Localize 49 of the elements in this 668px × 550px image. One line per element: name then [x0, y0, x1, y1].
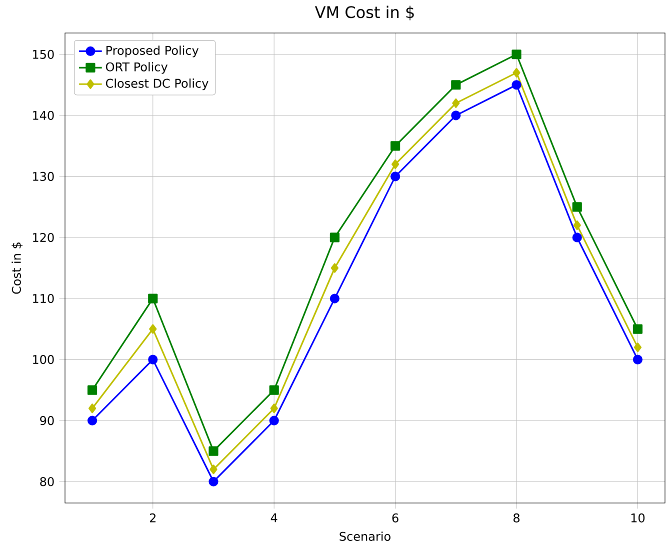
point — [88, 404, 96, 414]
legend-label: Proposed Policy — [106, 46, 199, 58]
point — [632, 324, 643, 334]
point — [512, 80, 522, 90]
x-axis-title: Scenario — [340, 532, 390, 541]
point — [512, 50, 522, 60]
y-axis-title: Cost in $ — [12, 242, 23, 294]
point — [210, 464, 218, 474]
point — [392, 159, 400, 170]
point — [573, 220, 581, 230]
x-tick-label: 10 — [631, 513, 645, 522]
point — [269, 385, 279, 395]
point — [452, 98, 460, 108]
point — [208, 446, 218, 456]
point — [451, 110, 461, 120]
point — [390, 172, 400, 182]
point — [330, 232, 340, 242]
point — [634, 342, 642, 352]
point — [572, 232, 582, 242]
point — [87, 416, 98, 426]
y-tick-label: 110 — [33, 294, 54, 304]
x-tick-label: 8 — [514, 513, 520, 522]
x-tick-label: 4 — [270, 513, 278, 522]
y-tick-label: 80 — [40, 477, 54, 486]
point — [269, 416, 279, 426]
y-tick-label: 100 — [33, 355, 54, 364]
y-tick-label: 120 — [33, 232, 54, 242]
legend-label: ORT Policy — [106, 62, 168, 74]
y-tick-label: 130 — [33, 172, 54, 181]
y-tick-label: 90 — [40, 416, 54, 426]
point — [632, 354, 643, 364]
point — [512, 68, 520, 78]
point — [87, 385, 98, 395]
y-tick-label: 150 — [33, 50, 54, 59]
point — [148, 294, 158, 304]
point — [330, 294, 340, 304]
point — [148, 354, 158, 364]
x-tick-label: 6 — [392, 513, 398, 522]
legend-label: Closest DC Policy — [106, 78, 208, 90]
y-tick-label: 140 — [33, 110, 54, 120]
point — [149, 324, 157, 334]
point — [208, 476, 218, 486]
point — [572, 202, 582, 212]
point — [390, 141, 400, 151]
point — [330, 263, 338, 273]
point — [270, 404, 278, 414]
x-tick-label: 2 — [150, 513, 156, 522]
chart-title: VM Cost in $ — [314, 6, 414, 20]
point — [451, 80, 461, 90]
